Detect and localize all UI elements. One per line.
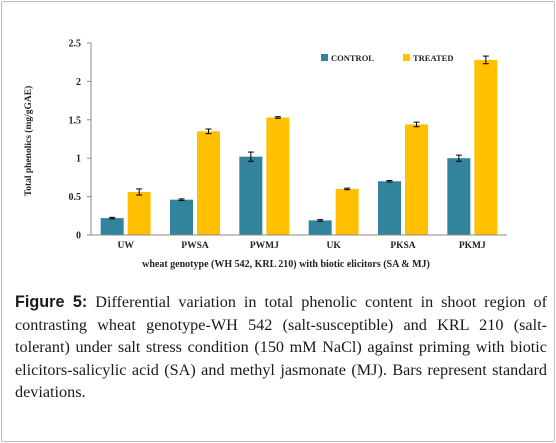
y-axis: 0 0.5 1 1.5 2 2.5 (69, 39, 92, 242)
x-tick-label: UW (117, 241, 134, 251)
y-tick-label: 0.5 (69, 192, 82, 203)
bar-treated (266, 117, 290, 235)
bar-control (100, 218, 124, 235)
bar-treated (335, 188, 359, 235)
y-tick-label: 1.5 (69, 115, 82, 126)
legend: CONTROL TREATED (321, 53, 453, 63)
figure-caption: Figure 5: Differential variation in tota… (15, 291, 547, 404)
y-axis-label: Total phenolics (mg/gGAE) (23, 86, 34, 197)
bar-chart: 0 0.5 1 1.5 2 2.5 UW PWSA PWMJ UK PKSA PKMJ CONTRO… (23, 39, 507, 270)
x-tick-label: PWMJ (250, 241, 279, 251)
legend-swatch-treated (403, 54, 410, 61)
caption-text: Differential variation in total phenolic… (15, 293, 547, 402)
x-tick-label: UK (327, 241, 342, 251)
legend-label-control: CONTROL (331, 53, 374, 63)
legend-swatch-control (321, 54, 328, 61)
bar-treated (197, 131, 220, 235)
bars (100, 55, 498, 236)
bar-control (378, 181, 401, 235)
y-tick-label: 2.5 (69, 39, 82, 50)
y-tick-label: 0 (76, 231, 81, 242)
x-tick-label: PWSA (181, 241, 209, 251)
bar-treated (405, 124, 428, 235)
bar-control (308, 220, 332, 235)
y-tick-label: 1 (76, 154, 81, 165)
legend-label-treated: TREATED (413, 53, 453, 63)
x-axis-label: wheat genotype (WH 542, KRL 210) with bi… (142, 259, 430, 270)
bar-control (170, 199, 193, 235)
caption-label: Figure 5: (15, 293, 88, 311)
bar-control (447, 158, 471, 235)
y-tick-label: 2 (76, 77, 81, 88)
bar-treated (474, 59, 498, 236)
x-axis: UW PWSA PWMJ UK PKSA PKMJ (91, 234, 507, 251)
x-tick-label: PKMJ (459, 241, 486, 251)
bar-treated (127, 191, 151, 235)
x-tick-label: PKSA (390, 241, 415, 251)
bar-control (239, 156, 263, 235)
